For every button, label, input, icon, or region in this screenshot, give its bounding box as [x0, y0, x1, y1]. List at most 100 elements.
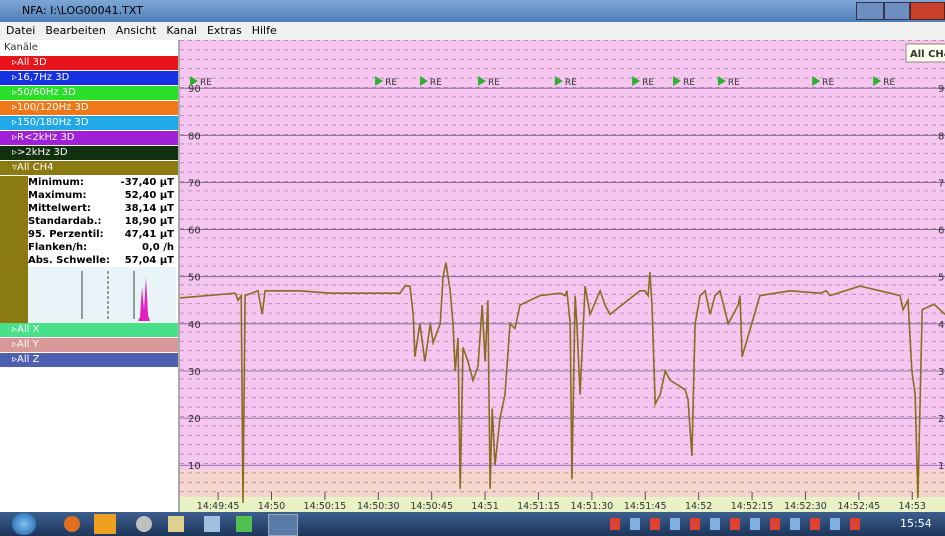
marker-flag [189, 76, 198, 86]
marker-label: RE [683, 78, 695, 88]
channel-item[interactable]: ▿All CH4 [0, 161, 178, 176]
menu-item[interactable]: Ansicht [115, 24, 157, 37]
minimize-button[interactable] [856, 2, 884, 20]
stat-row: Minimum: -37,40 µT [28, 176, 178, 189]
y-tick-label: 70 [188, 178, 201, 189]
stat-row: Mittelwert: 38,14 µT [28, 202, 178, 215]
taskbar-icon[interactable] [64, 516, 80, 532]
marker-flag [419, 76, 428, 86]
tray-icons [610, 518, 870, 530]
stat-row: 95. Perzentil: 47,41 µT [28, 228, 178, 241]
y-tick-label: 40 [188, 320, 201, 331]
stat-value: 57,04 µT [124, 255, 174, 266]
stat-value: 38,14 µT [124, 203, 174, 214]
channel-item[interactable]: ▹150/180Hz 3D [0, 116, 178, 131]
menu-bar: Datei Bearbeiten Ansicht Kanal Extras Hilfe [0, 22, 945, 40]
y-tick-label: 10 [938, 461, 945, 472]
x-tick-label: 14:53 [899, 501, 926, 512]
y-tick-label: 60 [188, 226, 201, 237]
x-tick-label: 14:52:15 [731, 501, 774, 512]
histogram-shape [28, 277, 150, 321]
stat-label: Maximum: [28, 190, 87, 201]
marker-label: RE [200, 78, 212, 88]
menu-item[interactable]: Hilfe [251, 24, 277, 37]
stat-value: 0,0 /h [142, 242, 174, 253]
channel-item[interactable]: ▹50/60Hz 3D [0, 86, 178, 101]
y-tick-label: 70 [938, 178, 945, 189]
start-button[interactable] [12, 513, 36, 535]
marker-flag [632, 76, 641, 86]
stat-label: Standardab.: [28, 216, 102, 227]
y-tick-label: 90 [938, 84, 945, 95]
x-tick-label: 14:50:45 [410, 501, 453, 512]
stat-value: -37,40 µT [120, 177, 174, 188]
channel-item[interactable]: ▹All 3D [0, 56, 178, 71]
channel-tag-box [905, 43, 945, 63]
channel-item[interactable]: ▹100/120Hz 3D [0, 101, 178, 116]
marker-label: RE [565, 78, 577, 88]
close-button[interactable] [910, 2, 945, 20]
channel-item[interactable]: ▹All Y [0, 338, 178, 353]
y-tick-label: 80 [938, 131, 945, 142]
channel-tag: All CH4 [910, 49, 945, 60]
chart: 10 10 20 20 30 30 40 40 50 50 60 60 70 70 80 80 90 90 14:4… [180, 40, 945, 512]
marker-label: RE [385, 78, 397, 88]
menu-item[interactable]: Kanal [166, 24, 197, 37]
data-line [180, 262, 945, 503]
channel-item[interactable]: ▹R<2kHz 3D [0, 131, 178, 146]
stat-label: Abs. Schwelle: [28, 255, 111, 266]
stat-row: Maximum: 52,40 µT [28, 189, 178, 202]
channel-item[interactable]: ▹>2kHz 3D [0, 146, 178, 161]
x-tick-label: 14:50 [258, 501, 285, 512]
y-tick-label: 90 [188, 84, 201, 95]
taskbar: 15:54 [0, 512, 945, 536]
menu-item[interactable]: Extras [206, 24, 242, 37]
maximize-button[interactable] [884, 2, 910, 20]
marker-flag [812, 76, 821, 86]
stat-label: Mittelwert: [28, 203, 91, 214]
y-tick-label: 20 [938, 414, 945, 425]
window-title: NFA: I:\LOG00041.TXT [22, 4, 143, 17]
taskbar-icon[interactable] [168, 516, 184, 532]
minor-grid [180, 40, 945, 497]
channel-item[interactable]: ▹16,7Hz 3D [0, 71, 178, 86]
marker-label: RE [822, 78, 834, 88]
y-tick-label: 60 [938, 226, 945, 237]
x-tick-label: 14:51:30 [571, 501, 614, 512]
y-tick-label: 10 [188, 461, 201, 472]
x-tick-label: 14:51:15 [517, 501, 560, 512]
stat-value: 18,90 µT [124, 216, 174, 227]
stat-value: 47,41 µT [124, 229, 174, 240]
marker-flag [477, 76, 486, 86]
x-tick-label: 14:52:30 [784, 501, 827, 512]
channel-panel: Kanäle ▹All 3D ▹16,7Hz 3D ▹50/60Hz 3D ▹100/… [0, 40, 180, 512]
channel-item[interactable]: ▹All Z [0, 353, 178, 368]
y-tick-label: 50 [938, 273, 945, 284]
marker-flag [717, 76, 726, 86]
y-tick-label: 30 [938, 367, 945, 378]
y-tick-label: 30 [188, 367, 201, 378]
stat-label: Flanken/h: [28, 242, 88, 253]
taskbar-icon[interactable] [236, 516, 252, 532]
marker-flag [673, 76, 682, 86]
taskbar-icon[interactable] [136, 516, 152, 532]
x-tick-label: 14:52 [685, 501, 712, 512]
marker-label: RE [488, 78, 500, 88]
taskbar-icon[interactable] [204, 516, 220, 532]
histogram [28, 267, 176, 323]
stat-value: 52,40 µT [124, 190, 174, 201]
taskbar-icon[interactable] [268, 514, 298, 536]
y-tick-label: 20 [188, 414, 201, 425]
marker-flag [375, 76, 384, 86]
marker-flag [554, 76, 563, 86]
stat-row: Flanken/h: 0,0 /h [28, 241, 178, 254]
taskbar-icon[interactable] [94, 514, 116, 534]
marker-label: RE [883, 78, 895, 88]
menu-item[interactable]: Datei [6, 24, 36, 37]
x-tick-label: 14:51:45 [624, 501, 667, 512]
marker-flag [873, 76, 882, 86]
x-tick-label: 14:52:45 [838, 501, 881, 512]
channel-item[interactable]: ▹All X [0, 323, 178, 338]
menu-item[interactable]: Bearbeiten [45, 24, 106, 37]
